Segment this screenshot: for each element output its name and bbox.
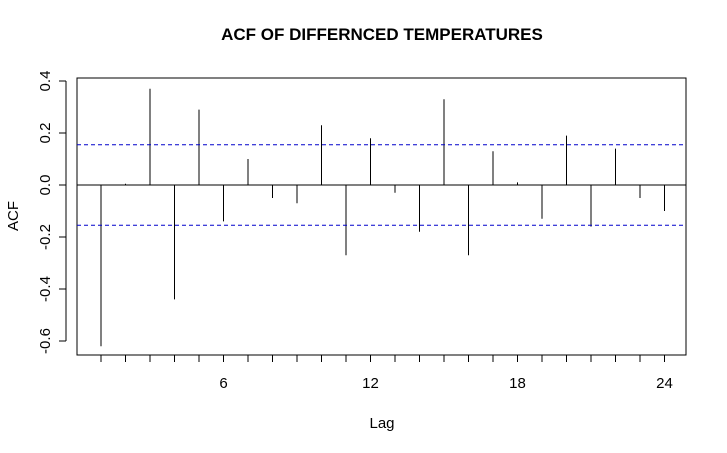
x-tick-label: 18 bbox=[509, 375, 526, 392]
x-axis: 6 12 18 24 bbox=[100, 355, 673, 392]
y-tick-label: 0.2 bbox=[37, 123, 54, 144]
y-tick-label: -0.4 bbox=[37, 276, 54, 302]
y-tick-label: -0.6 bbox=[37, 328, 54, 354]
acf-bars bbox=[77, 88, 686, 347]
y-axis: -0.6 -0.4 -0.2 0.0 0.2 0.4 bbox=[37, 71, 67, 354]
x-tick-label: 12 bbox=[362, 375, 379, 392]
confidence-bounds bbox=[77, 144, 686, 226]
y-axis-label: ACF bbox=[5, 201, 22, 231]
x-axis-label: Lag bbox=[369, 415, 394, 432]
x-tick-label: 24 bbox=[656, 375, 673, 392]
x-tick-label: 6 bbox=[219, 375, 227, 392]
chart-title: ACF OF DIFFERNCED TEMPERATURES bbox=[221, 25, 543, 44]
y-tick-label: -0.2 bbox=[37, 224, 54, 250]
y-tick-label: 0.4 bbox=[37, 71, 54, 92]
y-tick-label: 0.0 bbox=[37, 175, 54, 196]
plot-frame bbox=[76, 77, 687, 356]
